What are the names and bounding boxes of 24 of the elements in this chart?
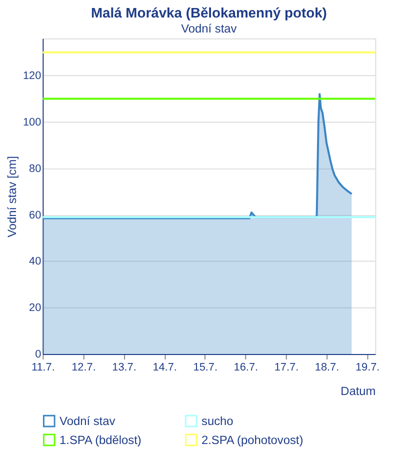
x-tick-label: 13.7. — [112, 361, 136, 374]
y-tick-label: 60 — [29, 209, 42, 222]
chart-title: Malá Morávka (Bělokamenný potok) — [90, 4, 327, 21]
legend-label: 1.SPA (bdělost) — [60, 432, 142, 447]
y-tick-label: 100 — [22, 116, 42, 128]
x-tick-label: 14.7. — [152, 361, 177, 374]
y-axis-title: Vodní stav [cm] — [5, 156, 20, 238]
y-tick-label: 80 — [29, 162, 42, 175]
y-tick-label: 120 — [22, 70, 42, 82]
x-axis-title: Datum — [340, 384, 376, 398]
y-tick-label: 0 — [35, 348, 42, 361]
y-tick-label: 20 — [29, 302, 42, 314]
legend-label: sucho — [201, 414, 234, 428]
x-tick-label: 18.7. — [314, 361, 340, 374]
y-tick-label: 40 — [29, 256, 42, 268]
x-tick-label: 12.7. — [72, 361, 96, 374]
x-tick-label: 15.7. — [193, 361, 218, 374]
x-tick-label: 11.7. — [31, 361, 55, 374]
legend-label: Vodní stav — [60, 414, 116, 428]
chart-subtitle: Vodní stav — [181, 21, 237, 36]
legend-label: 2.SPA (pohotovost) — [201, 432, 304, 447]
x-tick-label: 19.7. — [355, 361, 380, 374]
x-tick-label: 17.7. — [274, 361, 299, 374]
x-tick-label: 16.7. — [234, 361, 258, 374]
